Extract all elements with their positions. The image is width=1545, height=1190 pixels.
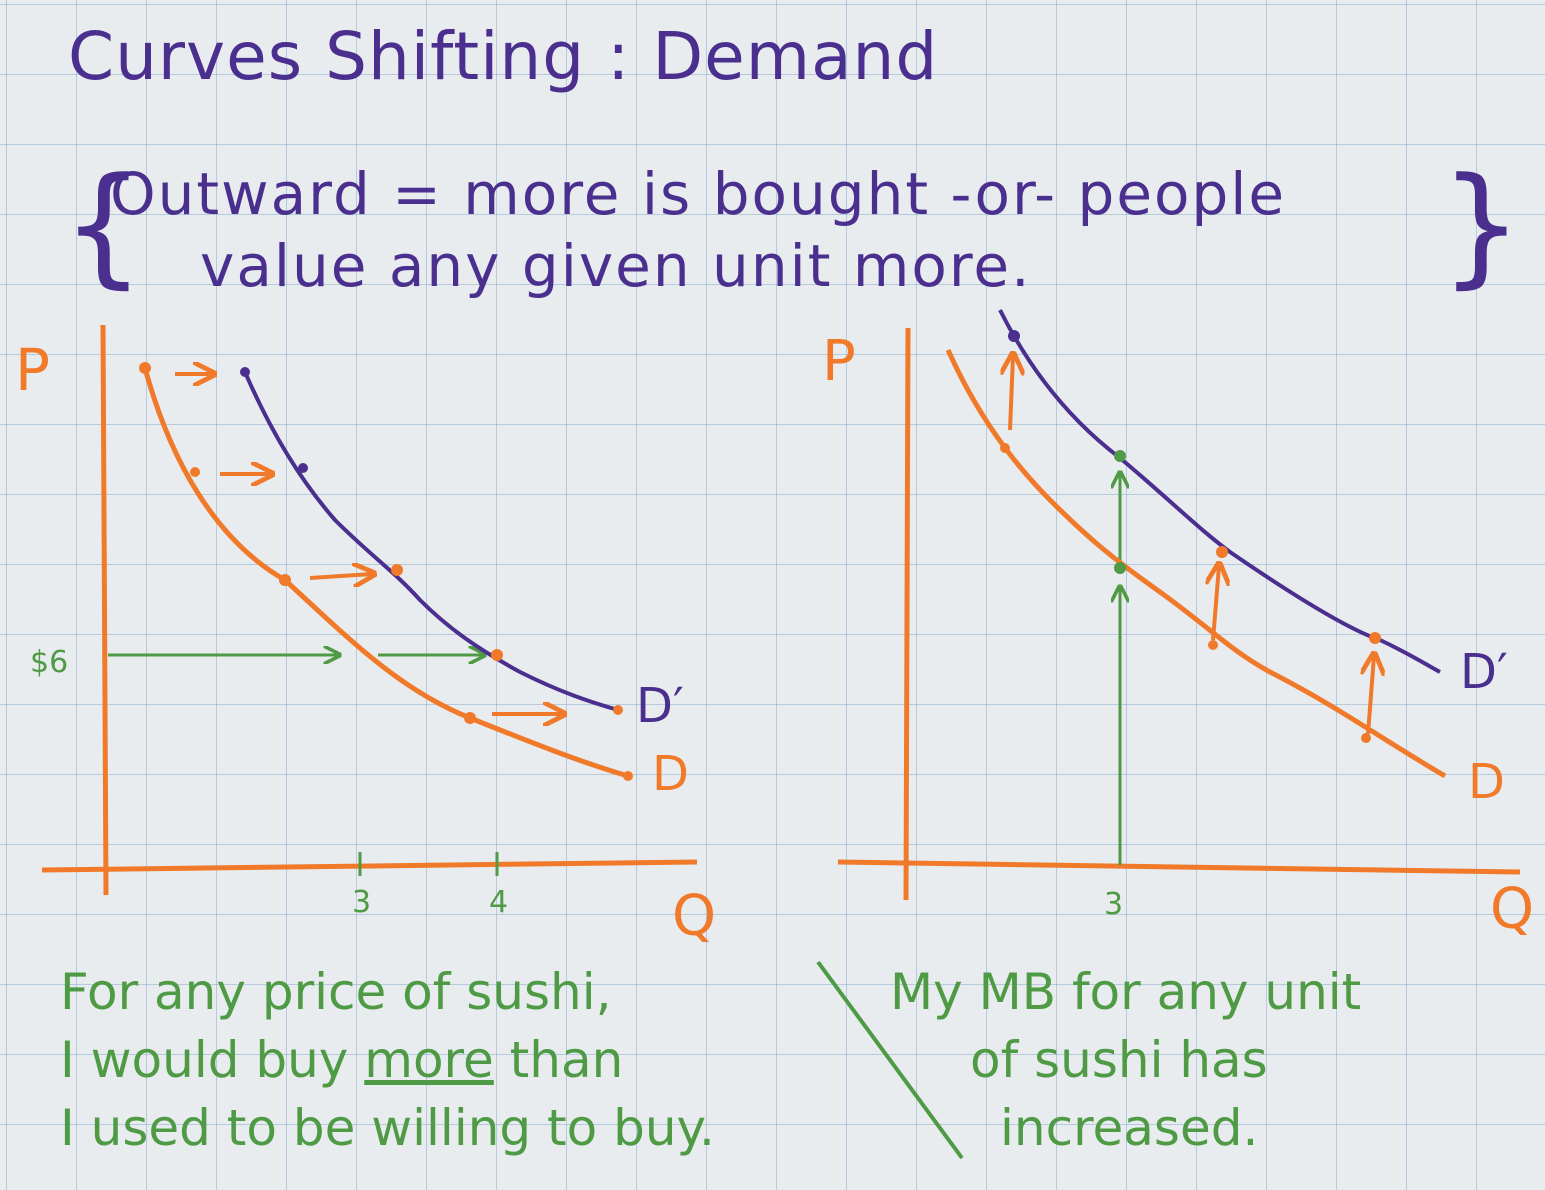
left-dprime-point xyxy=(298,463,308,473)
left-y-axis xyxy=(100,324,109,896)
caption-left: For any price of sushi, I would buy more… xyxy=(60,958,715,1162)
left-dprime-point xyxy=(240,367,250,377)
shift-up-arrow xyxy=(1368,656,1374,735)
brace-close: } xyxy=(1440,149,1523,301)
caption-left-line-2: I would buy more than xyxy=(60,1026,715,1094)
caption-left-line-1: For any price of sushi, xyxy=(60,963,612,1021)
right-dprime-point xyxy=(1008,330,1020,342)
right-x-tick-label-3: 3 xyxy=(1104,887,1123,922)
left-y-axis-label: P xyxy=(15,336,50,404)
shift-up-arrow xyxy=(1213,566,1219,641)
left-d-point xyxy=(279,574,291,586)
right-dprime-label: D′ xyxy=(1460,644,1508,700)
left-x-axis xyxy=(41,859,698,873)
right-x-axis-label: Q xyxy=(1490,877,1534,942)
right-y-axis-label: P xyxy=(822,329,856,394)
left-d-label: D xyxy=(652,746,689,802)
definition-line-1: Outward = more is bought -or- people xyxy=(110,160,1287,228)
right-dprime-point xyxy=(1216,546,1228,558)
left-dprime-label: D′ xyxy=(636,678,684,734)
caption-right: My MB for any unit of sushi has increase… xyxy=(890,958,1361,1162)
left-d-point xyxy=(139,362,151,374)
right-dprime-point xyxy=(1369,632,1381,644)
left-dprime-point xyxy=(613,705,623,715)
right-d-label: D xyxy=(1468,754,1505,810)
caption-right-line-1: My MB for any unit xyxy=(890,963,1362,1021)
right-x-axis xyxy=(837,859,1521,875)
brace-open: { xyxy=(62,149,145,301)
left-dprime-point xyxy=(391,564,403,576)
right-y-axis xyxy=(903,327,911,901)
right-d-point xyxy=(1208,640,1218,650)
right-demand-curve-dprime xyxy=(998,309,1441,674)
shift-up-arrow xyxy=(1010,356,1013,431)
right-demand-curve-d xyxy=(945,348,1447,779)
shift-arrow xyxy=(309,574,372,578)
right-d-point xyxy=(1000,443,1010,453)
left-demand-curve-dprime xyxy=(243,371,619,712)
caption-right-line-2: of sushi has xyxy=(970,1031,1268,1089)
caption-left-line-2-start: I would buy xyxy=(60,1031,365,1089)
caption-left-line-2-end: than xyxy=(493,1031,624,1089)
left-dprime-point xyxy=(491,649,503,661)
right-graph: P Q 3 D′ D xyxy=(822,309,1534,942)
left-d-point xyxy=(190,467,200,477)
left-d-point xyxy=(623,771,633,781)
left-price-tick-label: $6 xyxy=(30,645,68,680)
right-dprime-point xyxy=(1114,450,1126,462)
caption-left-emphasis: more xyxy=(364,1031,494,1089)
definition-line-2: value any given unit more. xyxy=(200,232,1032,300)
page-title: Curves Shifting : Demand xyxy=(68,18,939,95)
left-demand-curve-d xyxy=(142,367,629,779)
left-d-point xyxy=(464,712,476,724)
caption-left-line-3: I used to be willing to buy. xyxy=(60,1099,715,1157)
left-x-tick-label-4: 4 xyxy=(489,885,508,920)
left-x-axis-label: Q xyxy=(672,884,716,949)
right-d-point xyxy=(1114,562,1126,574)
right-d-point xyxy=(1361,733,1371,743)
left-graph: P Q 3 4 $6 D′ D xyxy=(15,324,716,949)
caption-divider xyxy=(816,960,964,1160)
left-x-tick-label-3: 3 xyxy=(352,885,371,920)
caption-right-line-3: increased. xyxy=(1000,1099,1259,1157)
